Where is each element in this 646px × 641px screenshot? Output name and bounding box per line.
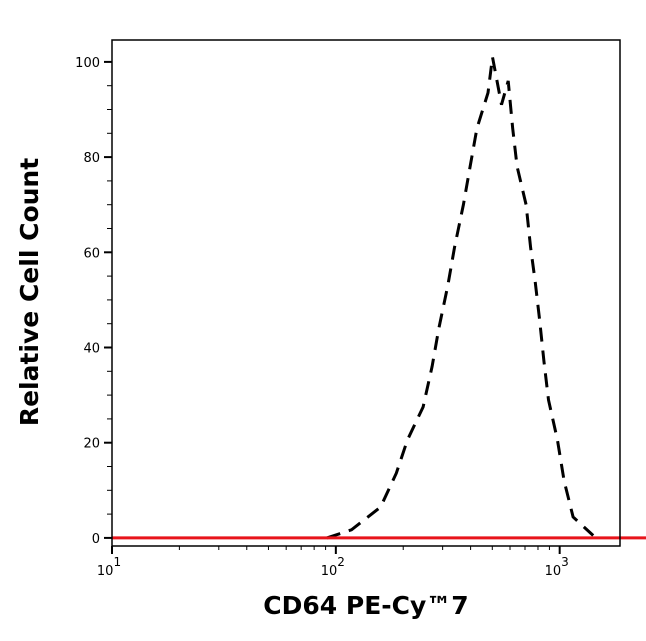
x-tick-label: 103 (545, 555, 569, 579)
y-tick-label: 0 (92, 532, 100, 547)
x-tick-label: 101 (97, 555, 121, 579)
y-tick-label: 20 (83, 437, 100, 452)
stained-histogram-line (112, 536, 646, 540)
x-axis-label: CD64 PE-Cy™7 (263, 591, 468, 620)
plot-frame (111, 39, 621, 547)
y-tick-label: 40 (83, 342, 100, 357)
plot-area: 020406080100101102103104105106 (75, 39, 646, 579)
x-tick-label: 102 (321, 555, 345, 579)
y-tick-label: 80 (83, 151, 100, 166)
y-tick-label: 60 (83, 246, 100, 261)
control-histogram-line (326, 56, 595, 540)
y-tick-label: 100 (75, 56, 100, 71)
y-axis-label: Relative Cell Count (15, 158, 44, 426)
stained-area-fill (112, 65, 646, 538)
